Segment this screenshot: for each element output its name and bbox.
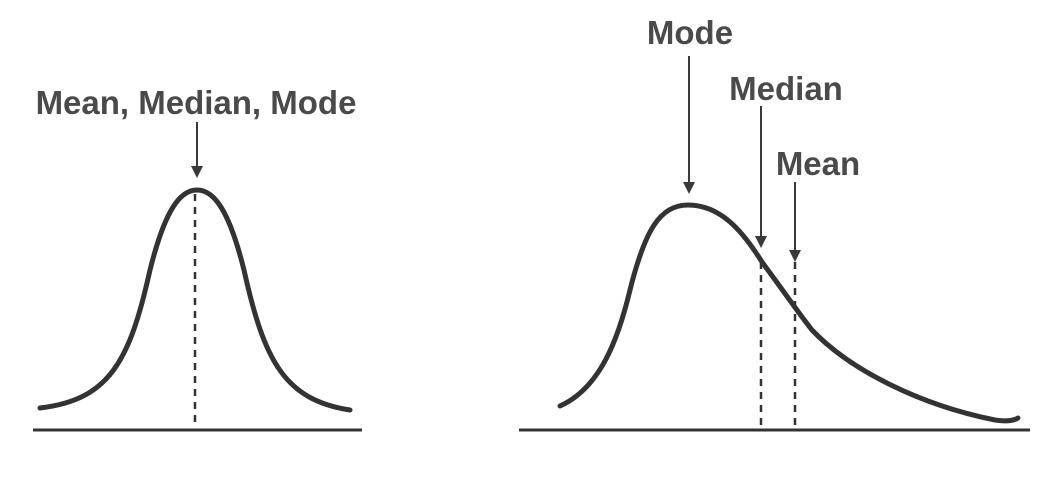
mean-label: Mean <box>776 145 860 182</box>
median-arrow-head <box>755 236 767 248</box>
mode-label: Mode <box>647 14 733 51</box>
symmetric-label: Mean, Median, Mode <box>36 84 357 121</box>
symmetric-curve <box>37 187 353 413</box>
symmetric-arrow-head <box>191 166 203 178</box>
median-label: Median <box>729 70 843 107</box>
symmetric-distribution: Mean, Median, Mode <box>33 84 362 432</box>
mode-arrow-head <box>683 182 695 194</box>
mean-arrow-head <box>789 250 801 262</box>
skewed-distribution: Mode Median Mean <box>519 14 1030 432</box>
skewed-curve <box>557 202 1021 424</box>
